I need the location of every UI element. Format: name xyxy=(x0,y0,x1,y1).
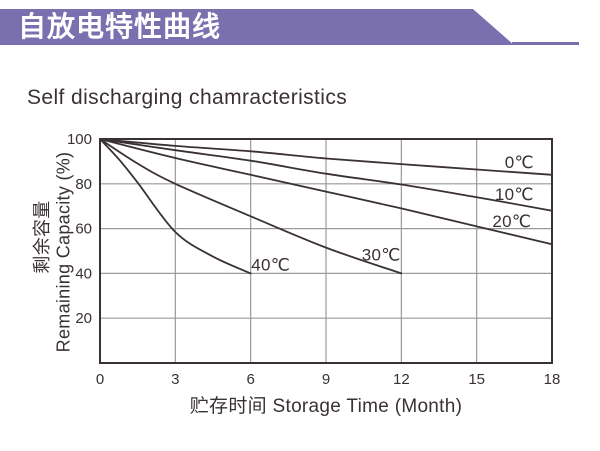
x-tick-label: 0 xyxy=(96,371,104,388)
y-tick-label: 100 xyxy=(67,131,92,148)
y-tick-label: 60 xyxy=(75,221,92,238)
curve-label-temp-30c: 30℃ xyxy=(362,245,401,264)
curve-label-temp-20c: 20℃ xyxy=(492,212,531,231)
curve-label-temp-40c: 40℃ xyxy=(251,255,290,274)
curve-label-temp-10c: 10℃ xyxy=(495,185,534,204)
header-banner: 自放电特性曲线 xyxy=(0,9,514,45)
x-tick-label: 6 xyxy=(246,371,254,388)
banner-tail-line xyxy=(512,42,579,45)
curve-temp-30c xyxy=(99,138,403,275)
x-tick-label: 3 xyxy=(171,371,179,388)
y-tick-label: 80 xyxy=(75,176,92,193)
page-title: 自放电特性曲线 xyxy=(18,11,222,42)
y-axis-label-en: Remaining Capacity (%) xyxy=(53,151,74,353)
curve-temp-40c xyxy=(99,138,252,275)
x-tick-label: 18 xyxy=(544,371,561,388)
curve-label-temp-0c: 0℃ xyxy=(505,153,534,172)
curve-temp-20c xyxy=(99,138,553,246)
x-tick-label: 9 xyxy=(322,371,330,388)
y-axis-label-cn: 剩余容量 xyxy=(32,200,52,274)
x-tick-label: 15 xyxy=(468,371,485,388)
curve-temp-0c xyxy=(99,138,553,176)
y-tick-label: 20 xyxy=(75,310,92,327)
y-tick-label: 40 xyxy=(75,265,92,282)
curve-temp-10c xyxy=(99,138,553,212)
x-axis-label: 贮存时间 Storage Time (Month) xyxy=(189,396,463,417)
x-tick-label: 12 xyxy=(393,371,410,388)
chart-title: Self discharging chamracteristics xyxy=(27,86,348,109)
plot-border xyxy=(99,138,553,364)
